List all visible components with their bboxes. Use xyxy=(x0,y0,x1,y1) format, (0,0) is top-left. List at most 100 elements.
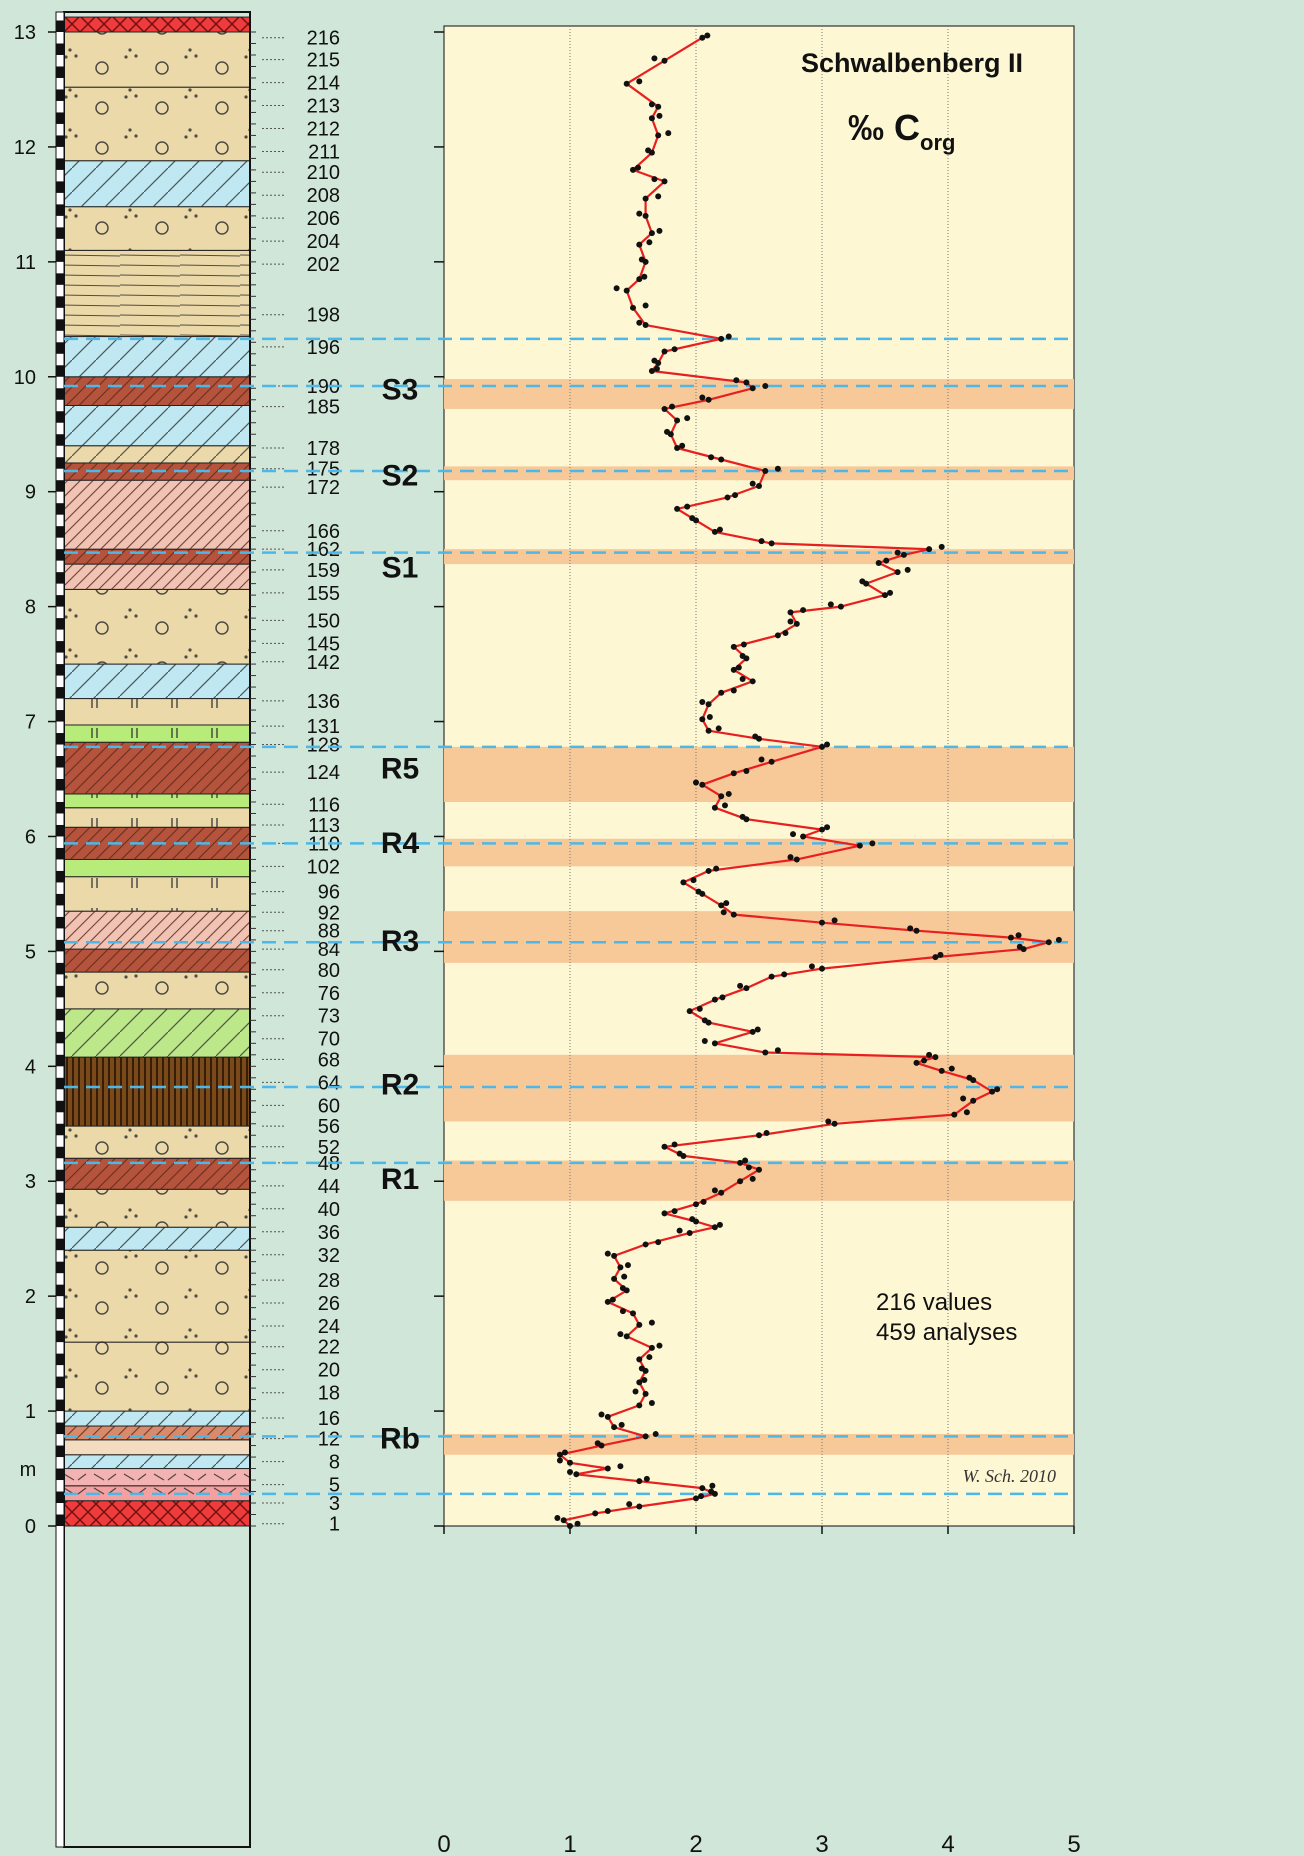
data-point xyxy=(932,1054,939,1061)
scale-bar-segment xyxy=(56,916,64,929)
depth-tick-label: 8 xyxy=(25,597,36,619)
sample-label: 20 xyxy=(318,1360,340,1382)
analysis-point xyxy=(781,971,788,978)
scale-bar-segment xyxy=(56,1100,64,1113)
analysis-point xyxy=(556,1457,563,1464)
analysis-point xyxy=(653,365,660,372)
analyses-count-note: 459 analyses xyxy=(876,1319,1017,1346)
sample-label: 16 xyxy=(318,1408,340,1430)
scale-bar-segment xyxy=(56,1422,64,1435)
analysis-point xyxy=(716,526,723,533)
analysis-point xyxy=(648,1400,655,1407)
scale-bar xyxy=(55,11,65,1848)
scale-bar-segments xyxy=(56,20,64,1526)
scale-bar-segment xyxy=(56,939,64,952)
horizon-label: S3 xyxy=(382,373,419,406)
analysis-point xyxy=(656,227,663,234)
depth-tick-label: 10 xyxy=(14,367,36,389)
analysis-point xyxy=(960,1095,967,1102)
scale-bar-segment xyxy=(56,296,64,308)
scale-bar-segment xyxy=(56,756,64,768)
analysis-point xyxy=(921,1057,928,1064)
data-point xyxy=(661,57,668,64)
sample-label: 56 xyxy=(318,1116,340,1138)
scale-bar-segment xyxy=(56,893,64,906)
data-point xyxy=(705,396,712,403)
scale-bar-segment xyxy=(56,434,64,446)
scale-bar-segment xyxy=(56,1376,64,1389)
data-point xyxy=(611,1275,618,1282)
sample-label: 8 xyxy=(329,1452,340,1474)
scale-bar-segment xyxy=(56,1307,64,1320)
lithology-layer-pattern xyxy=(64,664,250,699)
sample-label: 196 xyxy=(307,337,340,359)
data-point xyxy=(648,368,655,375)
analysis-point xyxy=(758,538,765,545)
sample-label: 155 xyxy=(307,583,340,605)
subtitle-subscript: org xyxy=(920,130,955,155)
analysis-point xyxy=(690,877,697,884)
analysis-point xyxy=(733,377,740,384)
lithology-column xyxy=(63,16,251,1527)
horizon-label: S1 xyxy=(382,551,419,584)
horizon-label: R3 xyxy=(381,925,419,958)
analysis-point xyxy=(574,1520,581,1527)
data-point xyxy=(642,1241,649,1248)
scale-bar-segment xyxy=(56,20,64,32)
data-point xyxy=(718,456,725,463)
analysis-point xyxy=(708,454,715,461)
analysis-point xyxy=(827,601,834,608)
analysis-point xyxy=(824,741,831,748)
depth-tick-label: 5 xyxy=(25,941,36,963)
analysis-point xyxy=(689,515,696,522)
data-point xyxy=(900,551,907,558)
sample-label: 131 xyxy=(307,716,340,738)
analysis-point xyxy=(907,925,914,932)
lithology-layer-pattern xyxy=(64,1008,250,1058)
scale-bar-segment xyxy=(56,641,64,653)
x-tick-label: 2 xyxy=(689,1831,702,1856)
sample-label: 44 xyxy=(318,1176,340,1198)
data-point xyxy=(617,1264,624,1271)
analysis-point xyxy=(787,618,794,625)
lithology-layer-pattern xyxy=(64,87,250,161)
horizon-label: R5 xyxy=(381,753,419,786)
data-point xyxy=(699,1485,706,1492)
data-point xyxy=(636,1379,643,1386)
data-point xyxy=(730,770,737,777)
lithology-layer-pattern xyxy=(64,445,250,463)
analysis-point xyxy=(948,1065,955,1072)
horizon-label: Rb xyxy=(380,1423,420,1456)
analysis-point xyxy=(883,557,890,564)
analysis-point xyxy=(1015,932,1022,939)
data-point xyxy=(1008,934,1014,941)
scale-bar-segment xyxy=(56,66,64,78)
sample-label: 76 xyxy=(318,983,340,1005)
analysis-point xyxy=(679,442,686,449)
scale-bar-segment xyxy=(56,1353,64,1366)
data-point xyxy=(938,1067,945,1074)
analysis-point xyxy=(671,346,678,353)
data-point xyxy=(674,505,681,512)
sample-label: 32 xyxy=(318,1245,340,1267)
data-point xyxy=(556,1451,563,1458)
corg-series xyxy=(554,32,1062,1529)
sample-label: 211 xyxy=(308,142,340,164)
lithology-layer-pattern xyxy=(64,206,250,251)
scale-bar-segment xyxy=(56,388,64,400)
data-point xyxy=(819,826,825,833)
lithology-layer-pattern xyxy=(64,160,250,207)
analysis-point xyxy=(689,1216,696,1223)
scale-bar-segment xyxy=(56,710,64,722)
analysis-point xyxy=(894,549,901,556)
data-point xyxy=(711,1224,718,1231)
sample-label: 64 xyxy=(318,1072,340,1094)
scale-bar-segment xyxy=(56,43,64,55)
analysis-point xyxy=(790,831,797,838)
analysis-point xyxy=(787,854,794,861)
sample-label: 102 xyxy=(307,856,340,878)
sample-label: 178 xyxy=(307,438,340,460)
x-tick-label: 5 xyxy=(1067,1831,1080,1856)
analysis-point xyxy=(740,641,747,648)
scale-bar-segment xyxy=(56,480,64,492)
